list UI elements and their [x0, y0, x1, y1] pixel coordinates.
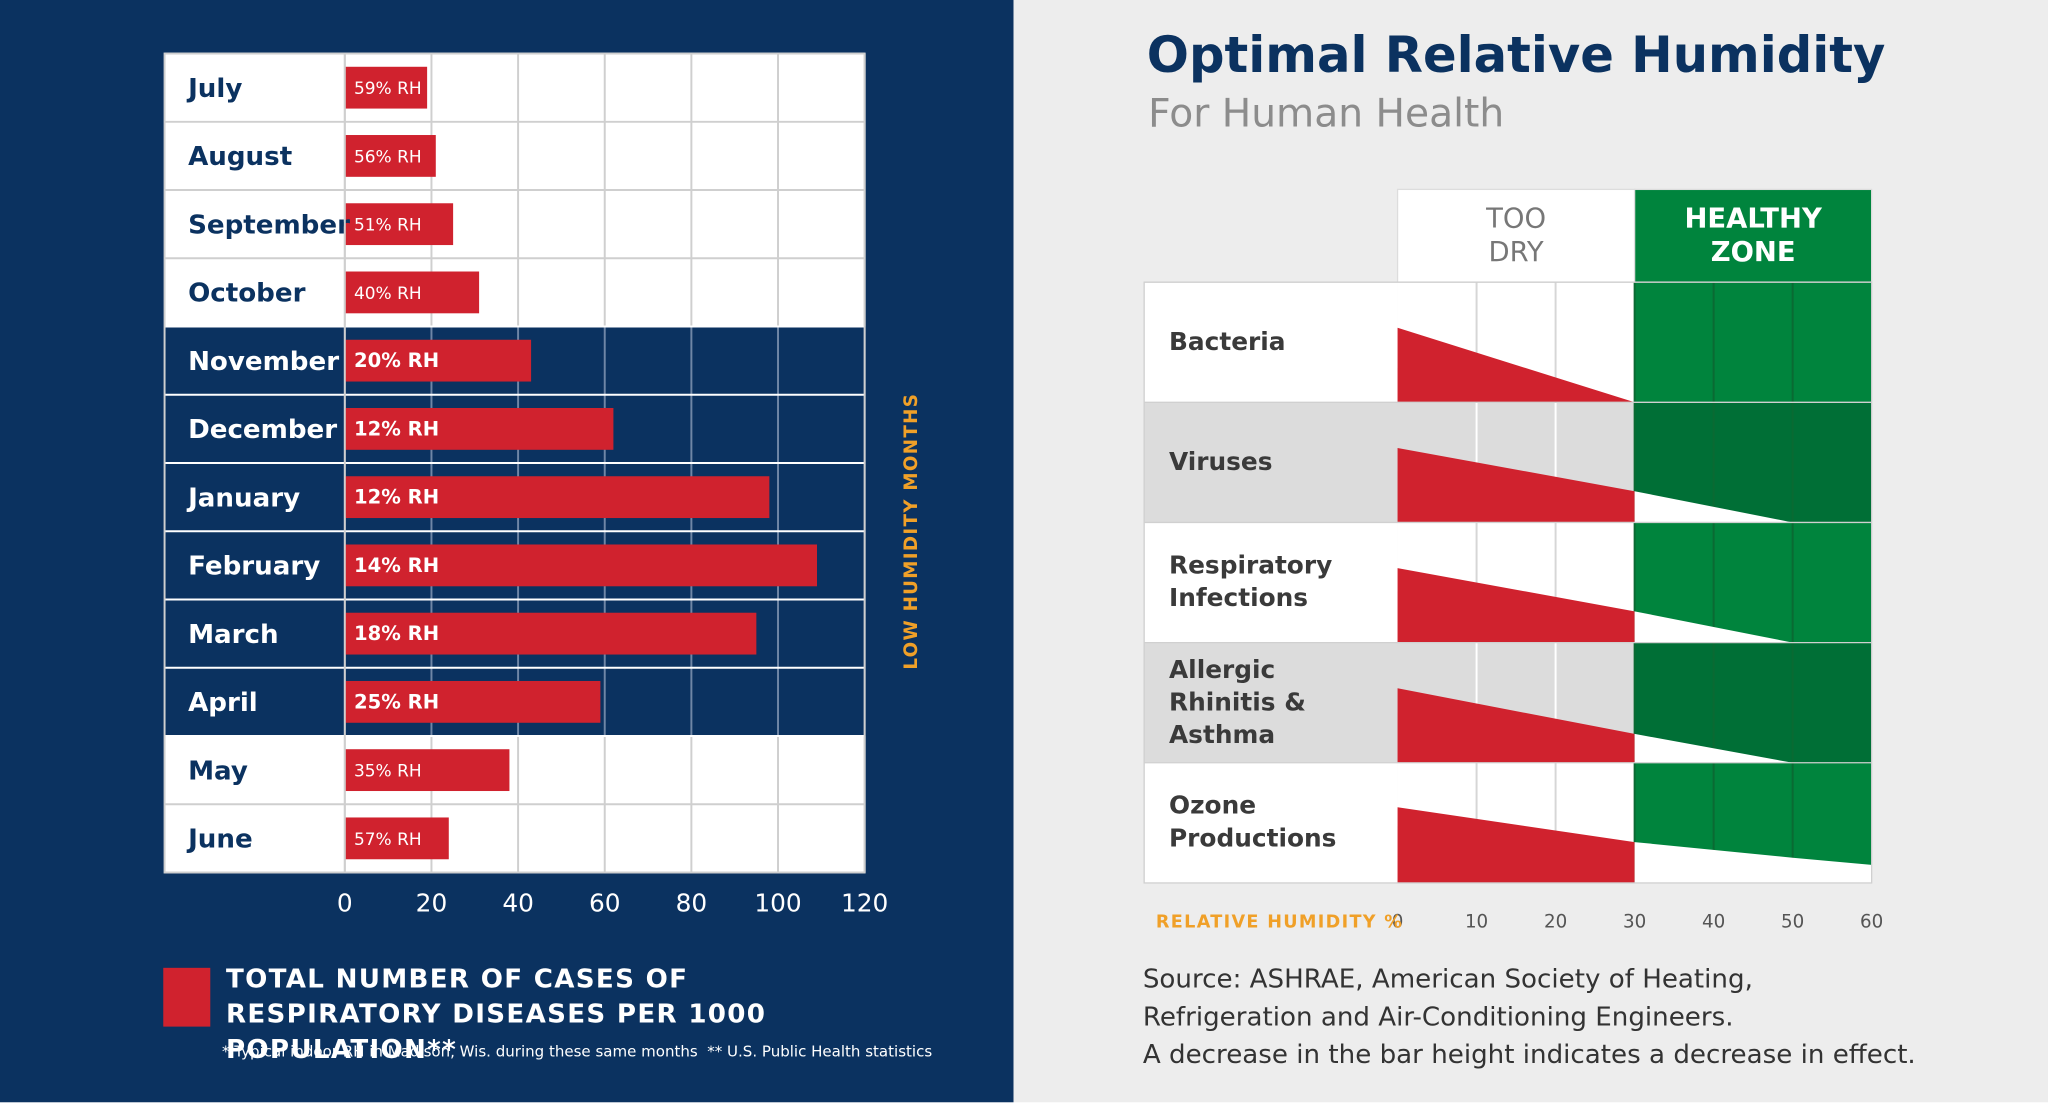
- row-label-bg: [1144, 642, 1398, 763]
- category-label: November: [188, 347, 339, 377]
- category-label: December: [188, 415, 337, 445]
- zone-header: [1396, 188, 1636, 283]
- x-tick-label: 10: [1465, 911, 1488, 932]
- bracket-label: LOW HUMIDITY MONTHS: [901, 393, 922, 670]
- table-border: [163, 52, 866, 874]
- zone-bg: [1634, 282, 1872, 403]
- category-label: Allergic Rhinitis & Asthma: [1168, 655, 1306, 750]
- bar-label: 12% RH: [354, 417, 439, 440]
- bar: [344, 135, 436, 177]
- category-label: January: [186, 483, 300, 513]
- x-tick-label: 30: [1623, 911, 1646, 932]
- row-bg: [164, 190, 865, 259]
- bar-label: 40% RH: [354, 284, 422, 304]
- bar: [344, 749, 510, 792]
- x-tick-label: 20: [416, 889, 448, 918]
- x-tick-label: 50: [1781, 911, 1804, 932]
- chart-subtitle: For Human Health: [1148, 91, 1505, 138]
- bar: [344, 612, 757, 655]
- bar-label: 35% RH: [354, 762, 422, 782]
- bar: [344, 407, 614, 450]
- category-label: September: [188, 210, 350, 240]
- category-label: Bacteria: [1168, 327, 1286, 356]
- x-tick-label: 60: [1860, 911, 1883, 932]
- x-tick-label: 40: [1702, 911, 1725, 932]
- category-label: Respiratory Infections: [1168, 551, 1333, 613]
- bar-label: 59% RH: [354, 79, 422, 99]
- bar: [344, 817, 449, 860]
- x-tick-label: 100: [754, 889, 801, 918]
- legend-swatch: [163, 967, 211, 1027]
- effect-wedge: [1397, 447, 1635, 523]
- category-label: July: [186, 74, 242, 104]
- x-tick-label: 60: [589, 889, 621, 918]
- effect-wedge: [1634, 491, 1793, 523]
- bar: [344, 66, 428, 109]
- category-label: Viruses: [1168, 447, 1273, 477]
- effect-wedge: [1397, 568, 1635, 643]
- zone-header: [1633, 188, 1873, 283]
- row-bg: [164, 53, 865, 122]
- row-bg: [164, 121, 865, 191]
- bar-label: 57% RH: [354, 830, 422, 850]
- x-tick-label: 120: [841, 889, 888, 918]
- bar-label: 20% RH: [354, 349, 439, 372]
- bar: [344, 680, 601, 723]
- category-label: April: [188, 688, 258, 718]
- effect-wedge: [1634, 611, 1793, 643]
- chart-title: Optimal Relative Humidity: [1146, 26, 1886, 84]
- source-text: Source: ASHRAE, American Society of Heat…: [1142, 962, 1753, 1032]
- footnote: * Typical indoor RH in Madison, Wis. dur…: [222, 1042, 933, 1061]
- row-bg: [164, 735, 865, 805]
- x-tick-label: 40: [502, 889, 534, 918]
- bar: [344, 203, 454, 246]
- effect-wedge: [1397, 688, 1635, 763]
- bar-label: 14% RH: [354, 554, 439, 577]
- x-tick-label: 0: [337, 889, 353, 918]
- effect-wedge: [1397, 807, 1635, 883]
- note-text: A decrease in the bar height indicates a…: [1142, 1038, 1916, 1070]
- category-label: March: [188, 620, 279, 650]
- bar-label: 12% RH: [354, 486, 439, 509]
- bar: [344, 271, 480, 314]
- zone-label: TOO DRY: [1486, 202, 1547, 268]
- bar: [344, 339, 532, 382]
- x-axis-label: RELATIVE HUMIDITY %: [1155, 911, 1404, 933]
- bar: [344, 476, 770, 519]
- row-label-bg: [1144, 762, 1398, 883]
- zone-label: HEALTHY ZONE: [1684, 202, 1822, 268]
- row-bg: [164, 804, 865, 873]
- effect-wedge: [1634, 733, 1793, 763]
- row-label-bg: [1144, 282, 1398, 403]
- bar-label: 25% RH: [354, 690, 439, 713]
- category-label: October: [188, 279, 305, 309]
- bar-label: 51% RH: [354, 216, 422, 236]
- row-label-bg: [1144, 522, 1398, 643]
- x-tick-label: 20: [1544, 911, 1567, 932]
- row-bg: [164, 258, 865, 327]
- x-tick-label: 80: [676, 889, 708, 918]
- row-label-bg: [1144, 402, 1398, 523]
- bar: [344, 544, 817, 587]
- effect-wedge: [1634, 842, 1872, 883]
- category-label: August: [188, 142, 292, 172]
- category-label: February: [188, 552, 320, 582]
- category-label: Ozone Productions: [1168, 791, 1337, 853]
- category-label: May: [188, 756, 248, 786]
- bar-label: 18% RH: [354, 622, 439, 645]
- effect-wedge: [1397, 327, 1635, 403]
- legend-label: TOTAL NUMBER OF CASES OF RESPIRATORY DIS…: [225, 962, 767, 1065]
- bar-label: 56% RH: [354, 147, 422, 167]
- table-border: [1143, 281, 1873, 884]
- x-tick-label: 0: [1392, 911, 1404, 932]
- category-label: June: [186, 825, 253, 855]
